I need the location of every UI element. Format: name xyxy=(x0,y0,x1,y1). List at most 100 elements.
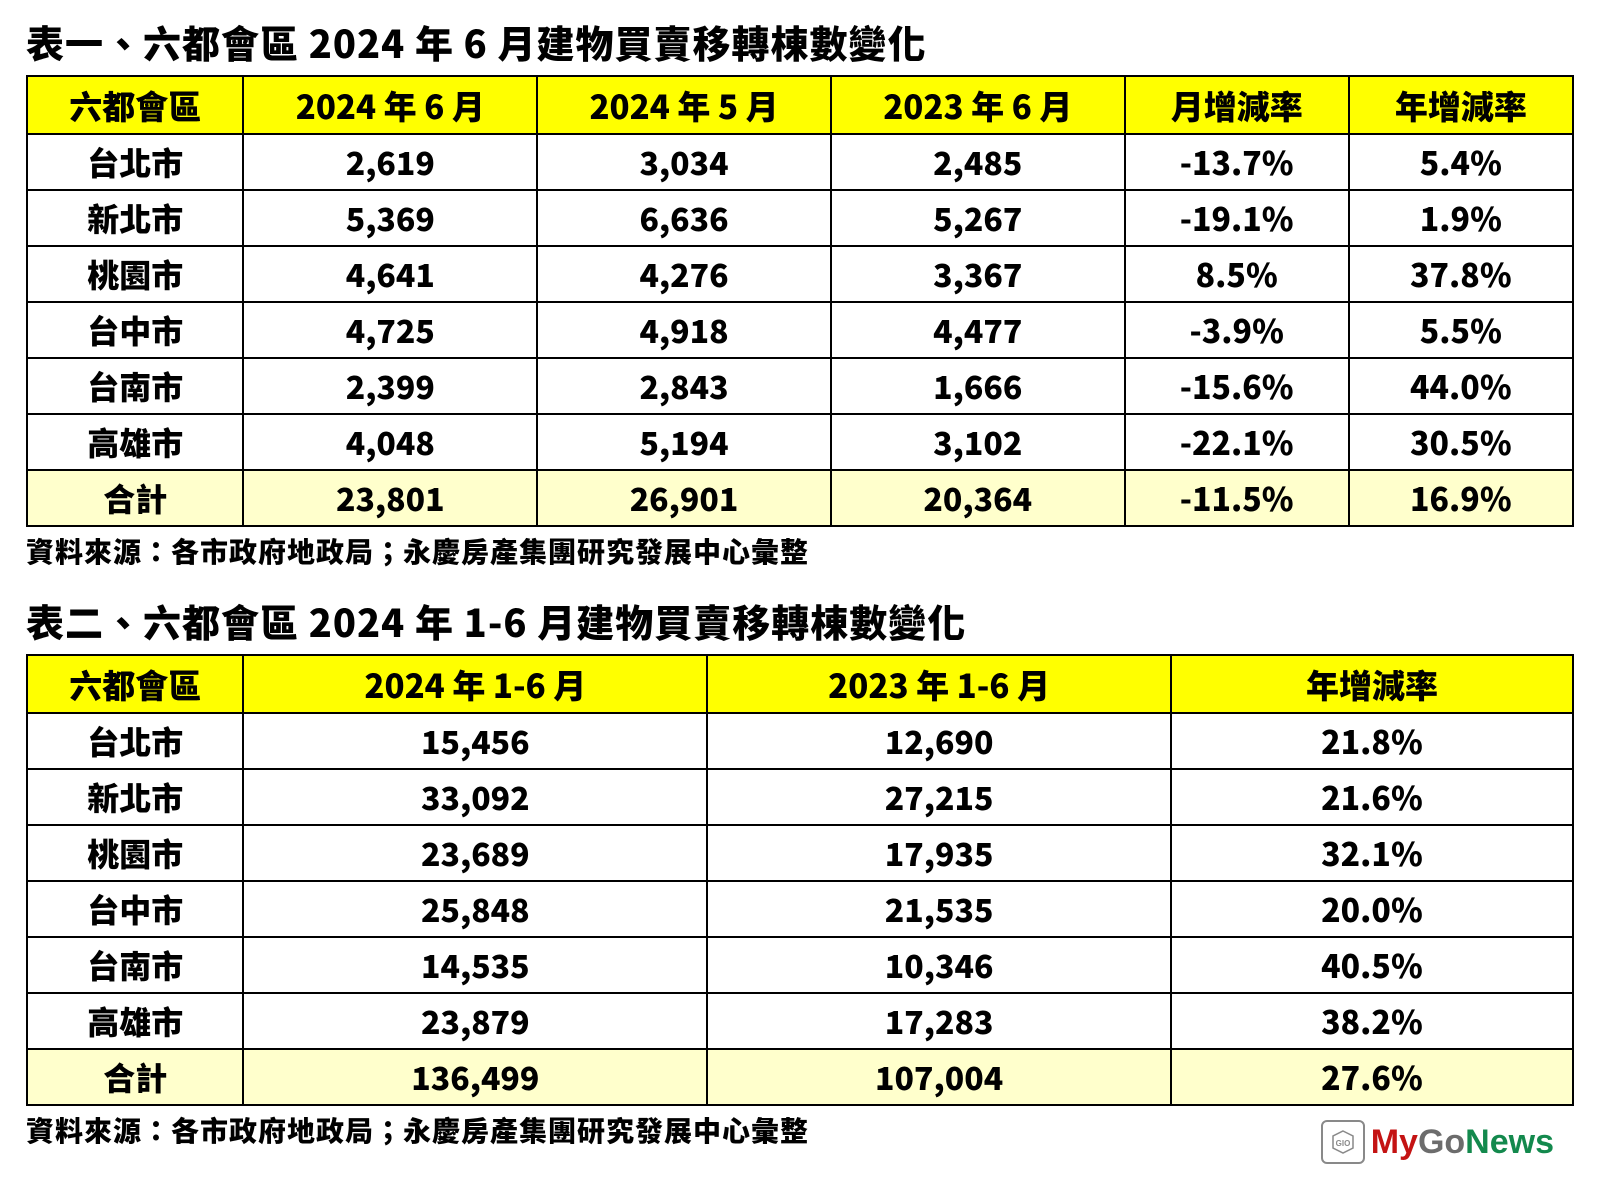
table2-cell: 25,848 xyxy=(243,881,707,937)
watermark-text-news: News xyxy=(1465,1123,1554,1161)
table1-header-row: 六都會區 2024 年 6 月 2024 年 5 月 2023 年 6 月 月增… xyxy=(27,76,1573,134)
table1-cell: 台南市 xyxy=(27,358,243,414)
table1-cell: 5,267 xyxy=(831,190,1125,246)
table2-cell: 21,535 xyxy=(707,881,1171,937)
table1-cell: 台中市 xyxy=(27,302,243,358)
table1-cell: 8.5％ xyxy=(1125,246,1349,302)
table1-header-cell: 六都會區 xyxy=(27,76,243,134)
table2-total-cell: 107,004 xyxy=(707,1049,1171,1105)
table1-total-cell: 23,801 xyxy=(243,470,537,526)
table1-cell: 4,048 xyxy=(243,414,537,470)
table2-cell: 台南市 xyxy=(27,937,243,993)
table1-cell: 桃園市 xyxy=(27,246,243,302)
table2-cell: 21.6％ xyxy=(1171,769,1573,825)
table1-total-cell: -11.5％ xyxy=(1125,470,1349,526)
table1: 六都會區 2024 年 6 月 2024 年 5 月 2023 年 6 月 月增… xyxy=(26,75,1574,527)
table1-cell: 3,102 xyxy=(831,414,1125,470)
table1-cell: 2,619 xyxy=(243,134,537,190)
table-row: 高雄市 23,879 17,283 38.2％ xyxy=(27,993,1573,1049)
table-row: 台南市 14,535 10,346 40.5％ xyxy=(27,937,1573,993)
table2-cell: 台北市 xyxy=(27,713,243,769)
table2-cell: 12,690 xyxy=(707,713,1171,769)
table1-cell: 3,367 xyxy=(831,246,1125,302)
table-row: 台中市 4,725 4,918 4,477 -3.9％ 5.5％ xyxy=(27,302,1573,358)
table1-cell: 高雄市 xyxy=(27,414,243,470)
table2-cell: 15,456 xyxy=(243,713,707,769)
table1-cell: 2,485 xyxy=(831,134,1125,190)
table1-cell: 4,641 xyxy=(243,246,537,302)
watermark-text-go: Go xyxy=(1418,1123,1465,1161)
table2-cell: 23,689 xyxy=(243,825,707,881)
table-row: 台南市 2,399 2,843 1,666 -15.6％ 44.0％ xyxy=(27,358,1573,414)
table1-total-cell: 合計 xyxy=(27,470,243,526)
table2-cell: 新北市 xyxy=(27,769,243,825)
watermark-text-my: My xyxy=(1371,1123,1418,1161)
table1-header-cell: 2023 年 6 月 xyxy=(831,76,1125,134)
table2-cell: 台中市 xyxy=(27,881,243,937)
table1-cell: 2,399 xyxy=(243,358,537,414)
table-row: 桃園市 23,689 17,935 32.1％ xyxy=(27,825,1573,881)
table1-header-cell: 2024 年 6 月 xyxy=(243,76,537,134)
table2-cell: 17,283 xyxy=(707,993,1171,1049)
table2-cell: 高雄市 xyxy=(27,993,243,1049)
table2-cell: 32.1％ xyxy=(1171,825,1573,881)
table1-cell: 5,194 xyxy=(537,414,831,470)
table1-cell: 3,034 xyxy=(537,134,831,190)
table1-cell: 37.8％ xyxy=(1349,246,1573,302)
table1-total-cell: 16.9％ xyxy=(1349,470,1573,526)
watermark: GIO MyGoNews xyxy=(1321,1120,1554,1164)
table-row: 高雄市 4,048 5,194 3,102 -22.1％ 30.5％ xyxy=(27,414,1573,470)
table2-cell: 38.2％ xyxy=(1171,993,1573,1049)
table1-cell: 1.9％ xyxy=(1349,190,1573,246)
table1-total-cell: 20,364 xyxy=(831,470,1125,526)
table1-cell: -15.6％ xyxy=(1125,358,1349,414)
table2-cell: 17,935 xyxy=(707,825,1171,881)
table1-cell: 4,477 xyxy=(831,302,1125,358)
table1-cell: 2,843 xyxy=(537,358,831,414)
table2-total-cell: 合計 xyxy=(27,1049,243,1105)
table1-cell: 30.5％ xyxy=(1349,414,1573,470)
table-row: 新北市 33,092 27,215 21.6％ xyxy=(27,769,1573,825)
table-row: 台北市 2,619 3,034 2,485 -13.7％ 5.4％ xyxy=(27,134,1573,190)
table1-cell: 44.0％ xyxy=(1349,358,1573,414)
table-row: 台中市 25,848 21,535 20.0％ xyxy=(27,881,1573,937)
table1-cell: 5.4％ xyxy=(1349,134,1573,190)
table1-cell: 新北市 xyxy=(27,190,243,246)
table2-cell: 桃園市 xyxy=(27,825,243,881)
table2-total-cell: 136,499 xyxy=(243,1049,707,1105)
table1-total-cell: 26,901 xyxy=(537,470,831,526)
table2-total-row: 合計 136,499 107,004 27.6％ xyxy=(27,1049,1573,1105)
table1-title: 表一、六都會區 2024 年 6 月建物買賣移轉棟數變化 xyxy=(26,14,1574,69)
table2-cell: 23,879 xyxy=(243,993,707,1049)
table1-cell: 6,636 xyxy=(537,190,831,246)
table2: 六都會區 2024 年 1-6 月 2023 年 1-6 月 年增減率 台北市 … xyxy=(26,654,1574,1106)
table-row: 桃園市 4,641 4,276 3,367 8.5％ 37.8％ xyxy=(27,246,1573,302)
table2-total-cell: 27.6％ xyxy=(1171,1049,1573,1105)
table1-header-cell: 月增減率 xyxy=(1125,76,1349,134)
table1-cell: 4,276 xyxy=(537,246,831,302)
table1-cell: 1,666 xyxy=(831,358,1125,414)
table1-cell: 5,369 xyxy=(243,190,537,246)
watermark-text: MyGoNews xyxy=(1371,1123,1554,1162)
table2-cell: 21.8％ xyxy=(1171,713,1573,769)
svg-text:GIO: GIO xyxy=(1335,1139,1350,1148)
table-row: 台北市 15,456 12,690 21.8％ xyxy=(27,713,1573,769)
table1-cell: -22.1％ xyxy=(1125,414,1349,470)
table2-header-cell: 六都會區 xyxy=(27,655,243,713)
table1-header-cell: 年增減率 xyxy=(1349,76,1573,134)
table2-header-cell: 2023 年 1-6 月 xyxy=(707,655,1171,713)
table1-cell: 5.5％ xyxy=(1349,302,1573,358)
table2-cell: 14,535 xyxy=(243,937,707,993)
table2-title: 表二、六都會區 2024 年 1-6 月建物買賣移轉棟數變化 xyxy=(26,593,1574,648)
table2-header-row: 六都會區 2024 年 1-6 月 2023 年 1-6 月 年增減率 xyxy=(27,655,1573,713)
table2-cell: 40.5％ xyxy=(1171,937,1573,993)
table1-source: 資料來源：各市政府地政局；永慶房產集團研究發展中心彙整 xyxy=(26,531,1574,571)
table2-cell: 20.0％ xyxy=(1171,881,1573,937)
table1-cell: -19.1％ xyxy=(1125,190,1349,246)
table2-header-cell: 2024 年 1-6 月 xyxy=(243,655,707,713)
table-row: 新北市 5,369 6,636 5,267 -19.1％ 1.9％ xyxy=(27,190,1573,246)
table1-cell: 台北市 xyxy=(27,134,243,190)
table1-header-cell: 2024 年 5 月 xyxy=(537,76,831,134)
table1-cell: 4,725 xyxy=(243,302,537,358)
table1-cell: 4,918 xyxy=(537,302,831,358)
